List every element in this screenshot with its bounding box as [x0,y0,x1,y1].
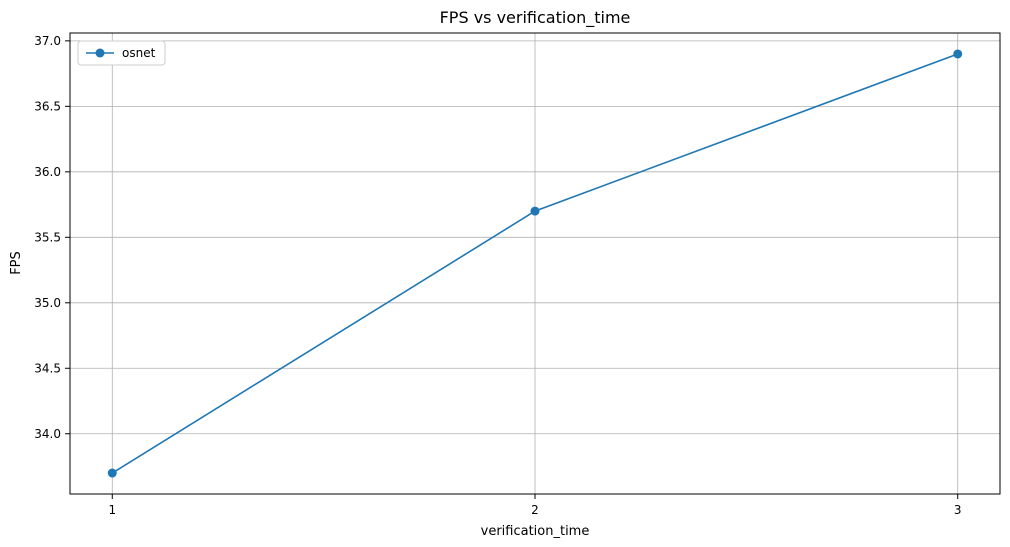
chart-title: FPS vs verification_time [440,8,631,28]
x-axis-label: verification_time [481,524,590,539]
x-tick-label: 1 [108,503,116,517]
y-axis: 34.0 34.5 35.0 35.5 36.0 36.5 37.0 [34,34,70,441]
x-axis: 1 2 3 [108,494,962,517]
series-osnet [107,49,963,478]
data-point-osnet [530,206,540,216]
y-tick-label: 36.0 [34,165,61,179]
y-tick-label: 35.5 [34,230,61,244]
legend: osnet [77,40,166,66]
legend-marker-osnet [95,48,105,58]
data-point-osnet [107,468,117,478]
y-tick-label: 34.0 [34,427,61,441]
legend-label-osnet: osnet [122,46,156,60]
y-tick-label: 36.5 [34,99,61,113]
grid-lines [70,33,1000,494]
y-tick-label: 34.5 [34,361,61,375]
data-point-osnet [953,49,963,59]
y-axis-label: FPS [9,251,24,275]
legend-box [77,40,166,66]
y-tick-label: 35.0 [34,296,61,310]
y-tick-label: 37.0 [34,34,61,48]
x-tick-label: 2 [531,503,539,517]
x-tick-label: 3 [954,503,962,517]
